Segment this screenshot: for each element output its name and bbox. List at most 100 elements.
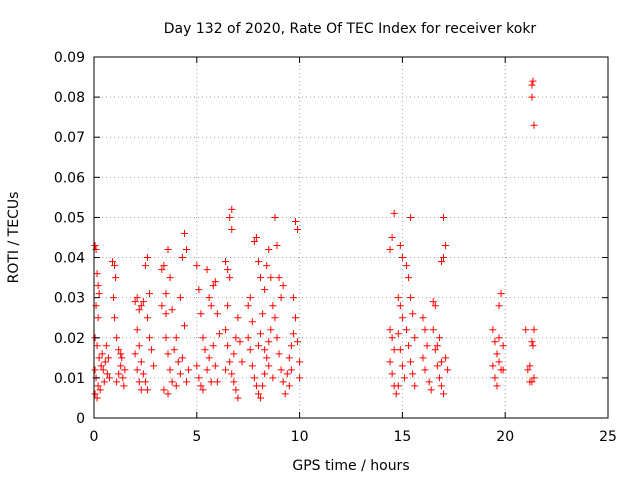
data-point: [435, 374, 443, 382]
data-point: [392, 390, 400, 398]
data-point: [440, 213, 448, 221]
data-point: [141, 262, 149, 270]
data-point: [261, 370, 269, 378]
data-point: [162, 334, 170, 342]
data-point: [110, 294, 118, 302]
data-point: [279, 378, 287, 386]
data-point: [164, 390, 172, 398]
data-point: [499, 366, 507, 374]
data-point: [205, 294, 213, 302]
data-point: [164, 246, 172, 254]
data-point: [254, 258, 262, 266]
data-point: [394, 330, 402, 338]
data-point: [495, 334, 503, 342]
data-point: [224, 342, 232, 350]
data-point: [411, 334, 419, 342]
data-point: [215, 330, 223, 338]
data-point: [115, 346, 123, 354]
data-point: [228, 225, 236, 233]
data-point: [172, 334, 180, 342]
data-point: [269, 302, 277, 310]
data-point: [493, 350, 501, 358]
data-point: [250, 374, 258, 382]
data-point: [109, 258, 117, 266]
data-point: [444, 366, 452, 374]
data-point: [433, 362, 441, 370]
data-point: [524, 366, 532, 374]
data-point: [180, 229, 188, 237]
data-point: [119, 374, 127, 382]
data-point: [139, 370, 147, 378]
data-point: [222, 326, 230, 334]
data-point: [111, 314, 119, 322]
data-point: [203, 366, 211, 374]
data-point: [294, 225, 302, 233]
data-point: [419, 314, 427, 322]
data-point: [277, 366, 285, 374]
data-point: [398, 254, 406, 262]
axis-ticks: 0 5 10 15 20 25 0 0.01 0.02 0.03 0.04 0.05 0.06 0.07 0…: [54, 50, 617, 445]
data-point: [386, 246, 394, 254]
data-point: [244, 302, 252, 310]
x-tick-label: 0: [90, 429, 99, 445]
data-point: [289, 330, 297, 338]
data-point: [427, 386, 435, 394]
data-point: [437, 258, 445, 266]
data-point: [160, 262, 168, 270]
data-point: [94, 382, 102, 390]
data-point: [409, 310, 417, 318]
data-point: [211, 362, 219, 370]
y-tick-label: 0.09: [54, 50, 85, 66]
data-point: [407, 294, 415, 302]
data-point: [259, 382, 267, 390]
data-point: [265, 338, 273, 346]
data-point: [205, 354, 213, 362]
data-point: [131, 350, 139, 358]
data-point: [291, 217, 299, 225]
data-point: [421, 366, 429, 374]
data-point: [176, 294, 184, 302]
data-point: [170, 346, 178, 354]
data-point: [275, 350, 283, 358]
data-point: [435, 334, 443, 342]
data-point: [388, 370, 396, 378]
data-point: [166, 366, 174, 374]
data-point: [409, 370, 417, 378]
data-point: [207, 302, 215, 310]
data-point: [178, 254, 186, 262]
y-tick-label: 0.02: [54, 331, 85, 347]
data-point: [530, 121, 538, 129]
data-point: [491, 338, 499, 346]
data-point: [228, 370, 236, 378]
data-point: [265, 246, 273, 254]
data-point: [150, 362, 158, 370]
data-point: [201, 346, 209, 354]
x-tick-label: 20: [496, 429, 514, 445]
data-point: [269, 374, 277, 382]
plot-frame: [93, 56, 609, 419]
data-point: [230, 378, 238, 386]
data-point: [429, 298, 437, 306]
data-point: [294, 338, 302, 346]
y-tick-label: 0.05: [54, 210, 85, 226]
data-point: [396, 302, 404, 310]
data-point: [103, 370, 111, 378]
data-point: [101, 358, 109, 366]
data-point: [271, 314, 279, 322]
data-point: [296, 358, 304, 366]
data-point: [120, 382, 128, 390]
data-point: [289, 294, 297, 302]
data-point: [287, 342, 295, 350]
data-point: [400, 374, 408, 382]
data-point: [407, 213, 415, 221]
data-point: [252, 382, 260, 390]
data-point: [228, 205, 236, 213]
x-tick-label: 10: [291, 429, 309, 445]
data-point: [102, 342, 110, 350]
data-point: [529, 342, 537, 350]
data-point: [94, 282, 102, 290]
y-tick-label: 0.07: [54, 130, 85, 146]
data-point: [437, 382, 445, 390]
data-point: [91, 390, 99, 398]
data-point: [528, 378, 536, 386]
